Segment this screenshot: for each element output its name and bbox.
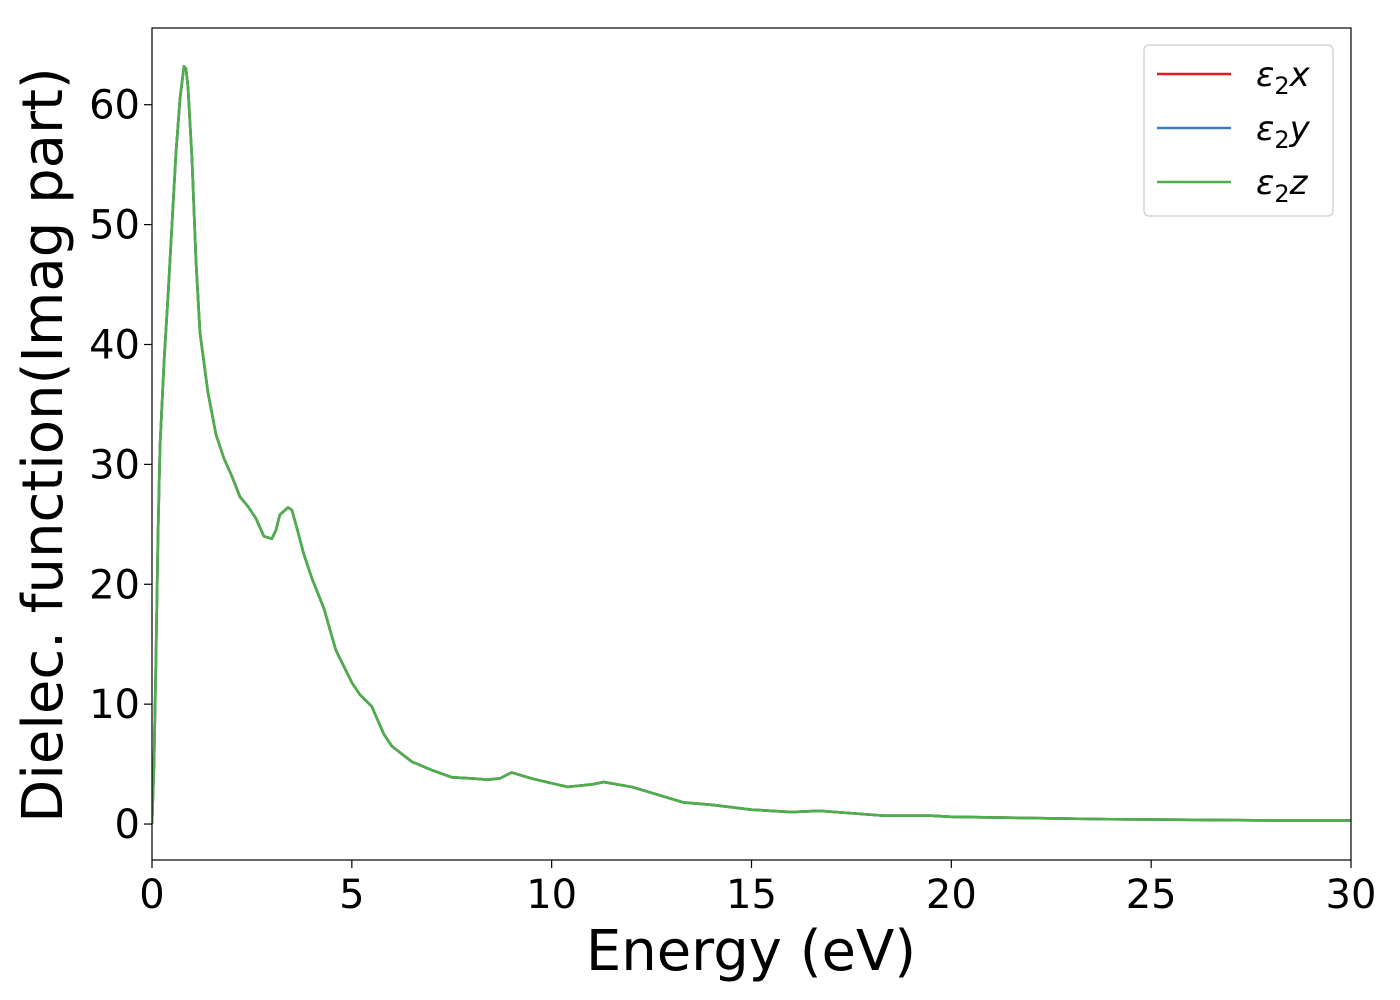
legend-box (1143, 44, 1334, 217)
x-tick-label: 10 (526, 872, 577, 918)
series-line-3 (152, 65, 1351, 825)
y-tick-label: 60 (89, 83, 140, 129)
y-tick-label: 40 (89, 322, 140, 368)
legend-label: ε2z (1256, 163, 1309, 208)
x-tick-label: 30 (1326, 872, 1377, 918)
y-tick-label: 20 (89, 562, 140, 608)
y-tick-label: 10 (89, 682, 140, 728)
y-axis: 0 10 20 30 40 50 60 (89, 83, 152, 848)
x-axis-label: Energy (eV) (586, 919, 916, 984)
x-tick-label: 20 (926, 872, 977, 918)
legend-label: ε2x (1256, 55, 1311, 100)
y-tick-label: 50 (89, 203, 140, 249)
y-tick-label: 0 (115, 802, 140, 848)
x-tick-label: 25 (1126, 872, 1177, 918)
legend: ε2x ε2y ε2z (1143, 44, 1334, 217)
x-tick-label: 15 (726, 872, 777, 918)
x-tick-label: 0 (139, 872, 164, 918)
x-axis: 0 5 10 15 20 25 30 (139, 860, 1376, 918)
y-tick-label: 30 (89, 442, 140, 488)
x-tick-label: 5 (339, 872, 364, 918)
legend-label: ε2y (1256, 109, 1311, 154)
y-axis-label: Dielec. function(Imag part) (11, 67, 76, 823)
